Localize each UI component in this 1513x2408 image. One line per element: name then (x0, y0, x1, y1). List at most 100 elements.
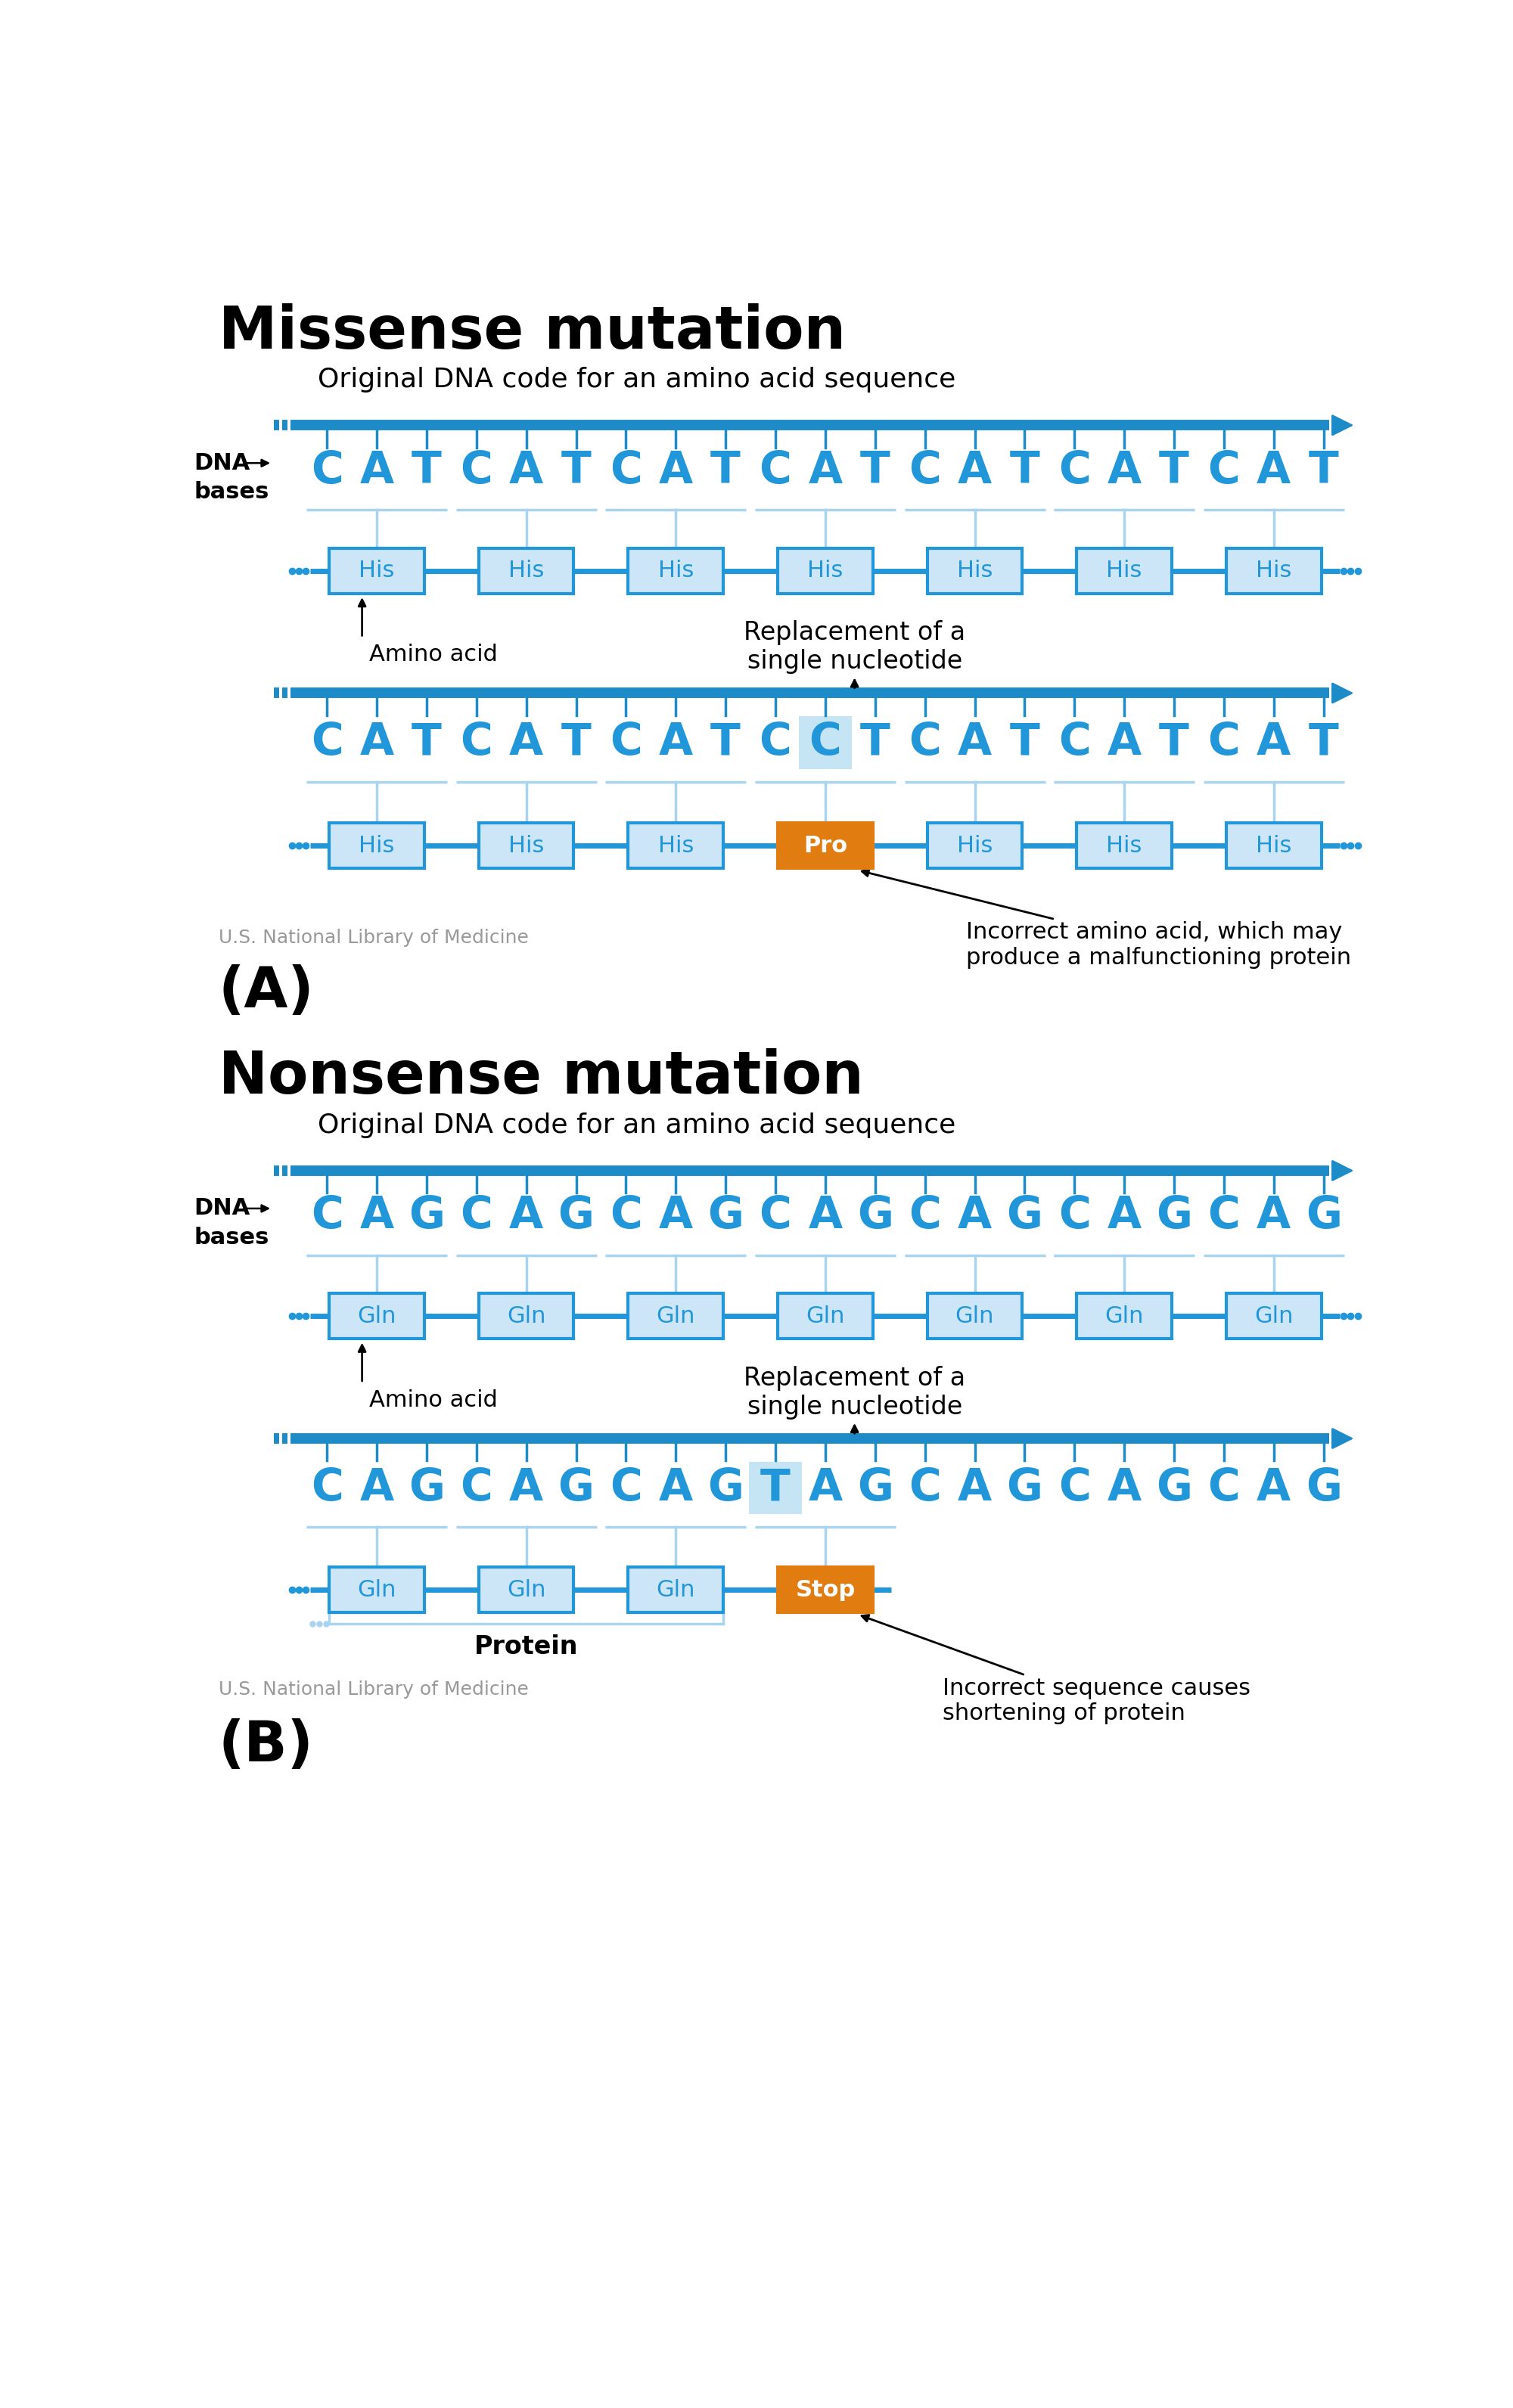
Text: T: T (1309, 450, 1339, 491)
Text: Replacement of a
single nucleotide: Replacement of a single nucleotide (744, 1365, 965, 1421)
Text: C: C (1207, 720, 1241, 763)
Bar (478, 1293, 573, 1339)
Text: C: C (760, 1194, 791, 1238)
Text: Gln: Gln (1104, 1305, 1144, 1327)
Text: G: G (558, 1194, 595, 1238)
Bar (1077, 824, 1171, 869)
Text: His: His (658, 836, 693, 857)
Bar (330, 1293, 424, 1339)
Text: A: A (658, 450, 693, 491)
Text: T: T (1009, 720, 1039, 763)
Text: His: His (1106, 836, 1142, 857)
Text: Gln: Gln (657, 1305, 696, 1327)
Text: Stop: Stop (796, 1580, 855, 1601)
Text: His: His (658, 559, 693, 583)
Text: A: A (510, 1466, 543, 1510)
Text: Gln: Gln (657, 1580, 696, 1601)
Text: Incorrect sequence causes
shortening of protein: Incorrect sequence causes shortening of … (862, 1616, 1250, 1724)
Text: T: T (412, 720, 442, 763)
Text: T: T (1009, 450, 1039, 491)
Text: C: C (760, 450, 791, 491)
Bar (330, 824, 424, 869)
Text: A: A (360, 1466, 393, 1510)
Text: T: T (561, 720, 592, 763)
Text: His: His (1256, 836, 1292, 857)
Text: A: A (958, 720, 993, 763)
Text: C: C (310, 1194, 343, 1238)
Text: C: C (1207, 1466, 1241, 1510)
Text: U.S. National Library of Medicine: U.S. National Library of Medicine (218, 929, 528, 946)
Text: C: C (460, 1466, 493, 1510)
Text: Amino acid: Amino acid (369, 1389, 498, 1411)
Text: A: A (1108, 1194, 1141, 1238)
Text: Replacement of a
single nucleotide: Replacement of a single nucleotide (744, 621, 965, 674)
Bar (778, 1293, 873, 1339)
Text: A: A (360, 450, 393, 491)
Text: (A): (A) (218, 963, 315, 1019)
Text: C: C (760, 720, 791, 763)
Text: Incorrect amino acid, which may
produce a malfunctioning protein: Incorrect amino acid, which may produce … (862, 869, 1351, 968)
Text: A: A (958, 1194, 993, 1238)
Text: Gln: Gln (1254, 1305, 1294, 1327)
Text: C: C (460, 720, 493, 763)
Text: C: C (909, 1466, 941, 1510)
Text: C: C (1058, 720, 1091, 763)
Text: C: C (610, 1466, 642, 1510)
Text: C: C (310, 450, 343, 491)
Text: T: T (561, 450, 592, 491)
Text: T: T (859, 720, 890, 763)
Text: G: G (708, 1466, 744, 1510)
Text: A: A (360, 1194, 393, 1238)
Text: T: T (1309, 720, 1339, 763)
Bar (778, 824, 873, 869)
Text: A: A (658, 1194, 693, 1238)
Text: bases: bases (194, 482, 269, 503)
Bar (628, 1293, 723, 1339)
Text: C: C (909, 720, 941, 763)
Text: Gln: Gln (357, 1305, 396, 1327)
Text: His: His (508, 559, 545, 583)
Text: C: C (1058, 1194, 1091, 1238)
Bar (628, 824, 723, 869)
Text: C: C (310, 1466, 343, 1510)
Bar (927, 824, 1023, 869)
Text: Nonsense mutation: Nonsense mutation (218, 1047, 864, 1105)
Text: A: A (510, 1194, 543, 1238)
Bar (927, 549, 1023, 592)
Bar (778, 1568, 873, 1613)
Text: Gln: Gln (806, 1305, 844, 1327)
Text: His: His (956, 836, 993, 857)
Text: His: His (1106, 559, 1142, 583)
Bar (478, 1568, 573, 1613)
Text: A: A (1257, 1466, 1291, 1510)
Text: A: A (958, 1466, 993, 1510)
Text: A: A (1257, 1194, 1291, 1238)
Text: G: G (856, 1194, 893, 1238)
Text: His: His (359, 559, 395, 583)
Text: A: A (1108, 1466, 1141, 1510)
Text: G: G (1156, 1194, 1192, 1238)
Text: G: G (1306, 1466, 1342, 1510)
Text: Original DNA code for an amino acid sequence: Original DNA code for an amino acid sequ… (318, 1112, 956, 1139)
Text: G: G (1006, 1194, 1042, 1238)
Bar (330, 1568, 424, 1613)
Text: A: A (1108, 450, 1141, 491)
Bar (478, 549, 573, 592)
Text: His: His (808, 559, 843, 583)
Text: His: His (359, 836, 395, 857)
Text: (B): (B) (218, 1717, 313, 1772)
Text: C: C (1058, 1466, 1091, 1510)
Bar (1077, 549, 1171, 592)
Text: A: A (510, 450, 543, 491)
Text: C: C (610, 450, 642, 491)
Text: C: C (1207, 1194, 1241, 1238)
Text: C: C (310, 720, 343, 763)
Text: G: G (856, 1466, 893, 1510)
Text: A: A (808, 1194, 843, 1238)
Text: G: G (1156, 1466, 1192, 1510)
Bar (330, 549, 424, 592)
Text: Protein: Protein (474, 1635, 578, 1659)
Text: C: C (909, 1194, 941, 1238)
Text: A: A (360, 720, 393, 763)
Bar (927, 1293, 1023, 1339)
